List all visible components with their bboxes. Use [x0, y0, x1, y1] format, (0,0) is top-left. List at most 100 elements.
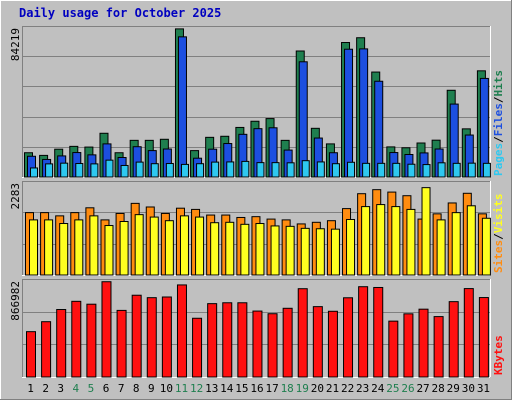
pages-bar-29 [452, 162, 461, 178]
kbytes-bar-24 [373, 286, 384, 378]
visits-bar-31 [481, 217, 491, 276]
pages-bar-15 [241, 160, 250, 178]
x-tick-label-10: 10 [160, 382, 173, 395]
files-bar-23 [359, 48, 369, 178]
pages-bar-28 [437, 162, 446, 178]
kbytes-bar-23 [358, 286, 369, 378]
pages-bar-11 [180, 163, 189, 178]
kbytes-bar-16 [252, 310, 263, 378]
files-bar-19 [298, 61, 308, 178]
x-tick-label-26: 26 [401, 382, 414, 395]
pages-bar-9 [150, 163, 159, 178]
visits-bar-21 [330, 228, 340, 276]
kbytes-bar-7 [116, 309, 127, 378]
kbytes-bar-19 [297, 288, 308, 378]
x-tick-label-14: 14 [220, 382, 234, 395]
kbytes-bar-20 [312, 306, 323, 378]
x-tick-label-17: 17 [265, 382, 278, 395]
pages-bar-27 [422, 164, 431, 178]
pages-bar-2 [45, 163, 54, 178]
pages-bar-16 [256, 162, 265, 178]
pages-bar-10 [165, 163, 174, 178]
x-tick-label-20: 20 [311, 382, 324, 395]
pages-bar-30 [467, 162, 476, 178]
legend-pages: Pages [492, 143, 505, 176]
x-tick-label-15: 15 [235, 382, 248, 395]
pages-bar-5 [90, 163, 99, 178]
visits-bar-5 [89, 215, 99, 276]
x-tick-label-28: 28 [432, 382, 445, 395]
x-tick-label-4: 4 [73, 382, 80, 395]
visits-bar-29 [451, 212, 461, 276]
x-tick-label-8: 8 [133, 382, 140, 395]
x-tick-label-2: 2 [42, 382, 49, 395]
x-tick-label-18: 18 [281, 382, 294, 395]
x-tick-label-3: 3 [57, 382, 64, 395]
legend-sites-visits: Sites/Visits [492, 194, 505, 274]
kbytes-bar-21 [327, 310, 338, 378]
x-tick-label-29: 29 [447, 382, 460, 395]
files-bar-11 [177, 36, 187, 178]
kbytes-bar-18 [282, 307, 293, 378]
pages-bar-23 [362, 162, 371, 178]
x-tick-label-11: 11 [175, 382, 188, 395]
pages-bar-25 [392, 162, 401, 178]
visits-bar-17 [270, 225, 280, 276]
y-max-label-3: 866982 [9, 281, 22, 321]
x-tick-label-12: 12 [190, 382, 203, 395]
x-tick-label-27: 27 [416, 382, 429, 395]
visits-bar-11 [179, 215, 189, 276]
kbytes-bar-14 [222, 302, 233, 378]
pages-bar-12 [196, 163, 205, 178]
legend-kbytes: KBytes [492, 335, 505, 375]
kbytes-bar-13 [207, 303, 218, 378]
x-tick-label-24: 24 [371, 382, 385, 395]
x-tick-label-16: 16 [250, 382, 263, 395]
kbytes-bar-12 [192, 317, 203, 378]
pages-bar-8 [135, 161, 144, 178]
visits-bar-23 [361, 206, 371, 276]
pages-bar-17 [271, 162, 280, 178]
kbytes-bar-17 [267, 313, 278, 378]
legend-files: Files [492, 103, 505, 136]
x-tick-label-19: 19 [296, 382, 309, 395]
legend-hits-files-pages: Pages/Files/Hits [492, 70, 505, 176]
visits-bar-10 [164, 220, 174, 276]
pages-bar-26 [407, 163, 416, 178]
visits-bar-30 [466, 205, 476, 276]
kbytes-bar-9 [146, 297, 157, 378]
visits-bar-20 [315, 228, 325, 276]
kbytes-bar-29 [448, 301, 459, 378]
visits-bar-28 [436, 219, 446, 276]
pages-bar-20 [316, 161, 325, 178]
chart-title: Daily usage for October 2025 [19, 6, 222, 20]
x-tick-label-30: 30 [462, 382, 475, 395]
visits-bar-1 [29, 219, 38, 276]
visits-bar-12 [195, 216, 205, 276]
visits-bar-24 [376, 204, 386, 276]
visits-bar-3 [59, 223, 69, 276]
pages-bar-31 [482, 162, 491, 178]
visits-bar-9 [149, 216, 159, 276]
files-bar-22 [344, 48, 354, 178]
visits-bar-27 [421, 187, 431, 276]
x-tick-label-5: 5 [88, 382, 95, 395]
legend-visits: Visits [492, 194, 505, 234]
files-bar-24 [374, 80, 384, 178]
pages-bar-13 [211, 161, 220, 178]
visits-bar-22 [346, 218, 356, 276]
legend-sep: / [492, 233, 505, 240]
kbytes-bar-22 [343, 297, 354, 378]
x-tick-label-31: 31 [477, 382, 490, 395]
kbytes-bar-11 [176, 284, 187, 378]
legend-sep: / [492, 96, 505, 103]
visits-bar-16 [255, 223, 265, 276]
pages-bar-1 [30, 167, 38, 178]
legend-hits: Hits [492, 70, 505, 97]
kbytes-bar-25 [388, 320, 399, 378]
visits-bar-6 [104, 225, 114, 276]
kbytes-bar-26 [403, 313, 414, 378]
kbytes-bar-10 [161, 296, 172, 378]
x-tick-label-25: 25 [386, 382, 399, 395]
kbytes-bar-3 [56, 309, 67, 378]
